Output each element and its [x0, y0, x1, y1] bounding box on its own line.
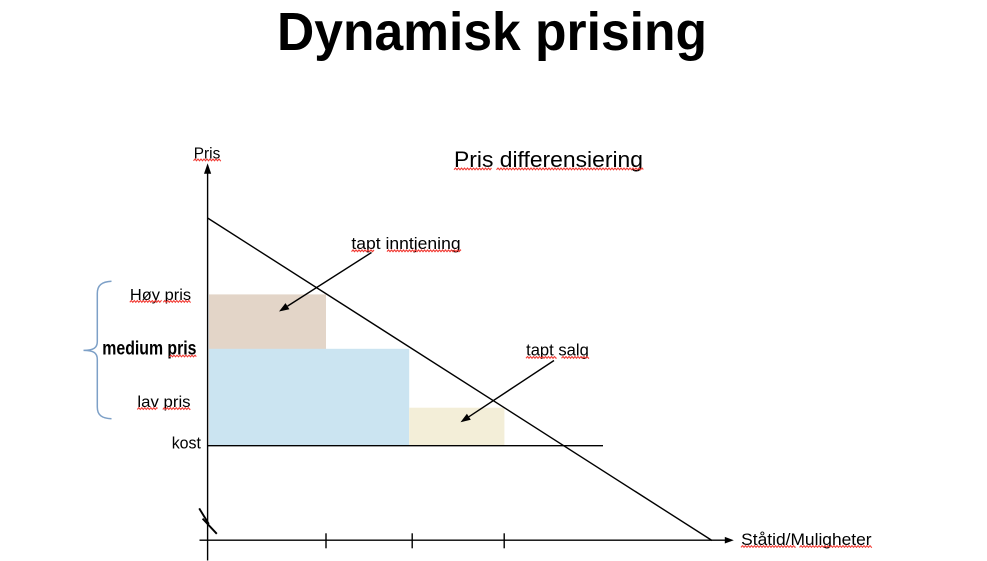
- svg-text:medium pris: medium pris: [102, 338, 196, 360]
- svg-text:lav pris: lav pris: [137, 394, 190, 411]
- svg-text:tapt inntjening: tapt inntjening: [351, 235, 460, 253]
- svg-text:Høy pris: Høy pris: [130, 287, 191, 304]
- svg-text:kost: kost: [172, 435, 202, 453]
- svg-text:Dynamisk prising: Dynamisk prising: [277, 2, 707, 62]
- svg-text:Ståtid/Muligheter: Ståtid/Muligheter: [741, 530, 872, 549]
- svg-text:Pris: Pris: [194, 146, 221, 163]
- svg-text:tapt salg: tapt salg: [526, 341, 589, 360]
